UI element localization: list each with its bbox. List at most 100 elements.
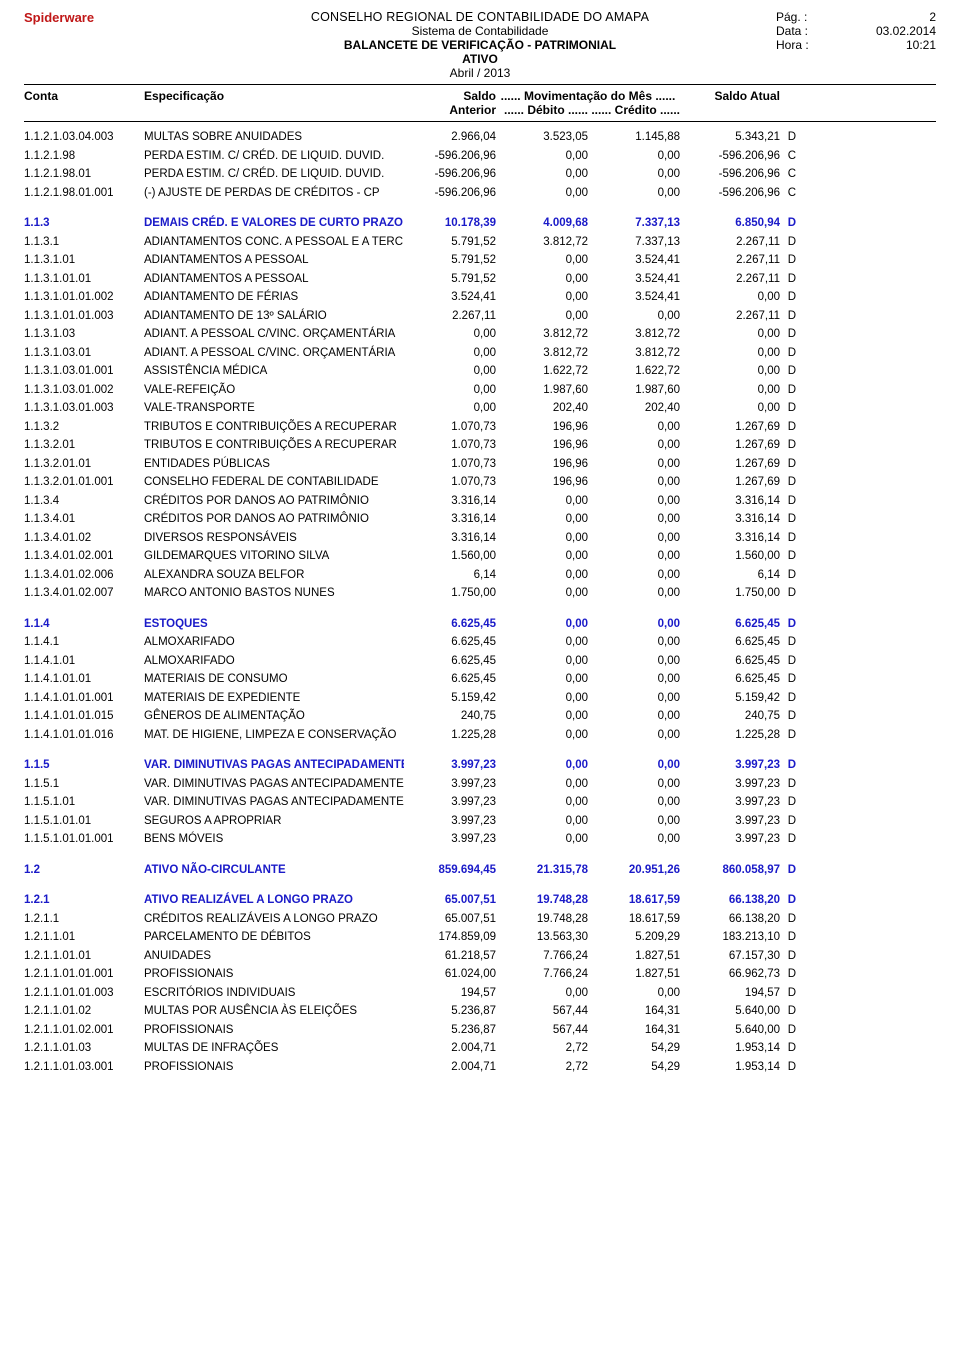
- credito: 0,00: [588, 418, 680, 437]
- table-row: 1.1.3.4.01.02.006ALEXANDRA SOUZA BELFOR6…: [24, 566, 936, 585]
- saldo-anterior: 3.316,14: [404, 529, 496, 548]
- account-code: 1.1.3: [24, 214, 144, 233]
- dc-flag: D: [780, 633, 796, 652]
- credito: 3.524,41: [588, 288, 680, 307]
- rule-mid: [24, 121, 936, 122]
- account-code: 1.1.3.4.01: [24, 510, 144, 529]
- credito: 0,00: [588, 566, 680, 585]
- debito: 0,00: [496, 529, 588, 548]
- saldo-atual: 0,00: [680, 288, 780, 307]
- table-row: 1.1.2.1.03.04.003MULTAS SOBRE ANUIDADES2…: [24, 128, 936, 147]
- report-page: Spiderware CONSELHO REGIONAL DE CONTABIL…: [0, 0, 960, 1100]
- account-spec: ATIVO NÃO-CIRCULANTE: [144, 861, 404, 880]
- dc-flag: D: [780, 984, 796, 1003]
- table-row: 1.2.1.1.01.01.003ESCRITÓRIOS INDIVIDUAIS…: [24, 984, 936, 1003]
- table-row: 1.1.4ESTOQUES6.625,450,000,006.625,45D: [24, 615, 936, 634]
- saldo-anterior: 1.560,00: [404, 547, 496, 566]
- table-row: 1.1.3.2.01.01.001CONSELHO FEDERAL DE CON…: [24, 473, 936, 492]
- account-spec: ADIANT. A PESSOAL C/VINC. ORÇAMENTÁRIA: [144, 325, 404, 344]
- account-spec: PARCELAMENTO DE DÉBITOS: [144, 928, 404, 947]
- saldo-atual: 5.343,21: [680, 128, 780, 147]
- saldo-anterior: 3.316,14: [404, 510, 496, 529]
- account-spec: ADIANTAMENTO DE 13º SALÁRIO: [144, 307, 404, 326]
- account-code: 1.1.3.4.01.02.006: [24, 566, 144, 585]
- dc-flag: D: [780, 128, 796, 147]
- saldo-anterior: 0,00: [404, 362, 496, 381]
- account-code: 1.1.5.1.01.01.001: [24, 830, 144, 849]
- pag-label: Pág. :: [776, 10, 807, 24]
- account-code: 1.1.3.2.01.01: [24, 455, 144, 474]
- saldo-anterior: 1.225,28: [404, 726, 496, 745]
- account-code: 1.2.1.1: [24, 910, 144, 929]
- debito: 0,00: [496, 288, 588, 307]
- col-saldo: Saldo: [404, 89, 496, 103]
- account-spec: ALMOXARIFADO: [144, 633, 404, 652]
- saldo-anterior: 6.625,45: [404, 652, 496, 671]
- debito: 1.622,72: [496, 362, 588, 381]
- debito: 0,00: [496, 615, 588, 634]
- debito: 21.315,78: [496, 861, 588, 880]
- saldo-atual: 2.267,11: [680, 251, 780, 270]
- column-header-row-1: Conta Especificação Saldo ...... Movimen…: [24, 89, 936, 103]
- table-row: 1.1.4.1.01ALMOXARIFADO6.625,450,000,006.…: [24, 652, 936, 671]
- saldo-atual: 1.267,69: [680, 436, 780, 455]
- saldo-anterior: -596.206,96: [404, 147, 496, 166]
- saldo-anterior: 3.997,23: [404, 812, 496, 831]
- account-spec: CRÉDITOS POR DANOS AO PATRIMÔNIO: [144, 510, 404, 529]
- data-value: 03.02.2014: [876, 24, 936, 38]
- debito: 3.812,72: [496, 325, 588, 344]
- account-spec: PROFISSIONAIS: [144, 1058, 404, 1077]
- dc-flag: D: [780, 615, 796, 634]
- credito: 1.827,51: [588, 965, 680, 984]
- account-code: 1.2.1.1.01.02: [24, 1002, 144, 1021]
- account-code: 1.1.4.1.01.01.015: [24, 707, 144, 726]
- account-spec: MULTAS DE INFRAÇÕES: [144, 1039, 404, 1058]
- dc-flag: D: [780, 891, 796, 910]
- table-row: 1.1.3.1.03.01.003VALE-TRANSPORTE0,00202,…: [24, 399, 936, 418]
- rule-top: [24, 84, 936, 85]
- saldo-atual: 1.953,14: [680, 1058, 780, 1077]
- saldo-anterior: 3.997,23: [404, 775, 496, 794]
- credito: 0,00: [588, 547, 680, 566]
- debito: 0,00: [496, 689, 588, 708]
- credito: 164,31: [588, 1002, 680, 1021]
- account-code: 1.1.3.1.01.01.003: [24, 307, 144, 326]
- dc-flag: D: [780, 566, 796, 585]
- saldo-anterior: 2.966,04: [404, 128, 496, 147]
- debito: 0,00: [496, 984, 588, 1003]
- account-code: 1.1.3.2.01: [24, 436, 144, 455]
- account-spec: MAT. DE HIGIENE, LIMPEZA E CONSERVAÇÃO: [144, 726, 404, 745]
- saldo-atual: 66.138,20: [680, 910, 780, 929]
- debito: 7.766,24: [496, 947, 588, 966]
- credito: 0,00: [588, 184, 680, 203]
- debito: 0,00: [496, 633, 588, 652]
- dc-flag: D: [780, 325, 796, 344]
- account-code: 1.1.2.1.98.01.001: [24, 184, 144, 203]
- saldo-atual: 3.316,14: [680, 492, 780, 511]
- table-row: 1.1.2.1.98.01.001(-) AJUSTE DE PERDAS DE…: [24, 184, 936, 203]
- saldo-atual: 1.267,69: [680, 418, 780, 437]
- account-spec: MULTAS POR AUSÊNCIA ÀS ELEIÇÕES: [144, 1002, 404, 1021]
- report-title: BALANCETE DE VERIFICAÇÃO - PATRIMONIAL: [184, 38, 776, 52]
- account-code: 1.1.5: [24, 756, 144, 775]
- col-conta: Conta: [24, 89, 144, 103]
- credito: 0,00: [588, 707, 680, 726]
- credito: 0,00: [588, 726, 680, 745]
- column-header-row-2: Anterior ...... Débito ...... ...... Cré…: [24, 103, 936, 117]
- debito: 2,72: [496, 1039, 588, 1058]
- dc-flag: D: [780, 214, 796, 233]
- account-code: 1.2.1.1.01.01: [24, 947, 144, 966]
- account-spec: TRIBUTOS E CONTRIBUIÇÕES A RECUPERAR: [144, 436, 404, 455]
- debito: 0,00: [496, 492, 588, 511]
- account-code: 1.1.2.1.98: [24, 147, 144, 166]
- header-center: CONSELHO REGIONAL DE CONTABILIDADE DO AM…: [184, 10, 776, 80]
- saldo-anterior: 174.859,09: [404, 928, 496, 947]
- account-spec: ALMOXARIFADO: [144, 652, 404, 671]
- saldo-anterior: 65.007,51: [404, 910, 496, 929]
- account-code: 1.1.4.1.01.01.001: [24, 689, 144, 708]
- credito: 0,00: [588, 984, 680, 1003]
- saldo-atual: 2.267,11: [680, 233, 780, 252]
- table-row: 1.1.2.1.98.01PERDA ESTIM. C/ CRÉD. DE LI…: [24, 165, 936, 184]
- credito: 1.987,60: [588, 381, 680, 400]
- saldo-atual: 860.058,97: [680, 861, 780, 880]
